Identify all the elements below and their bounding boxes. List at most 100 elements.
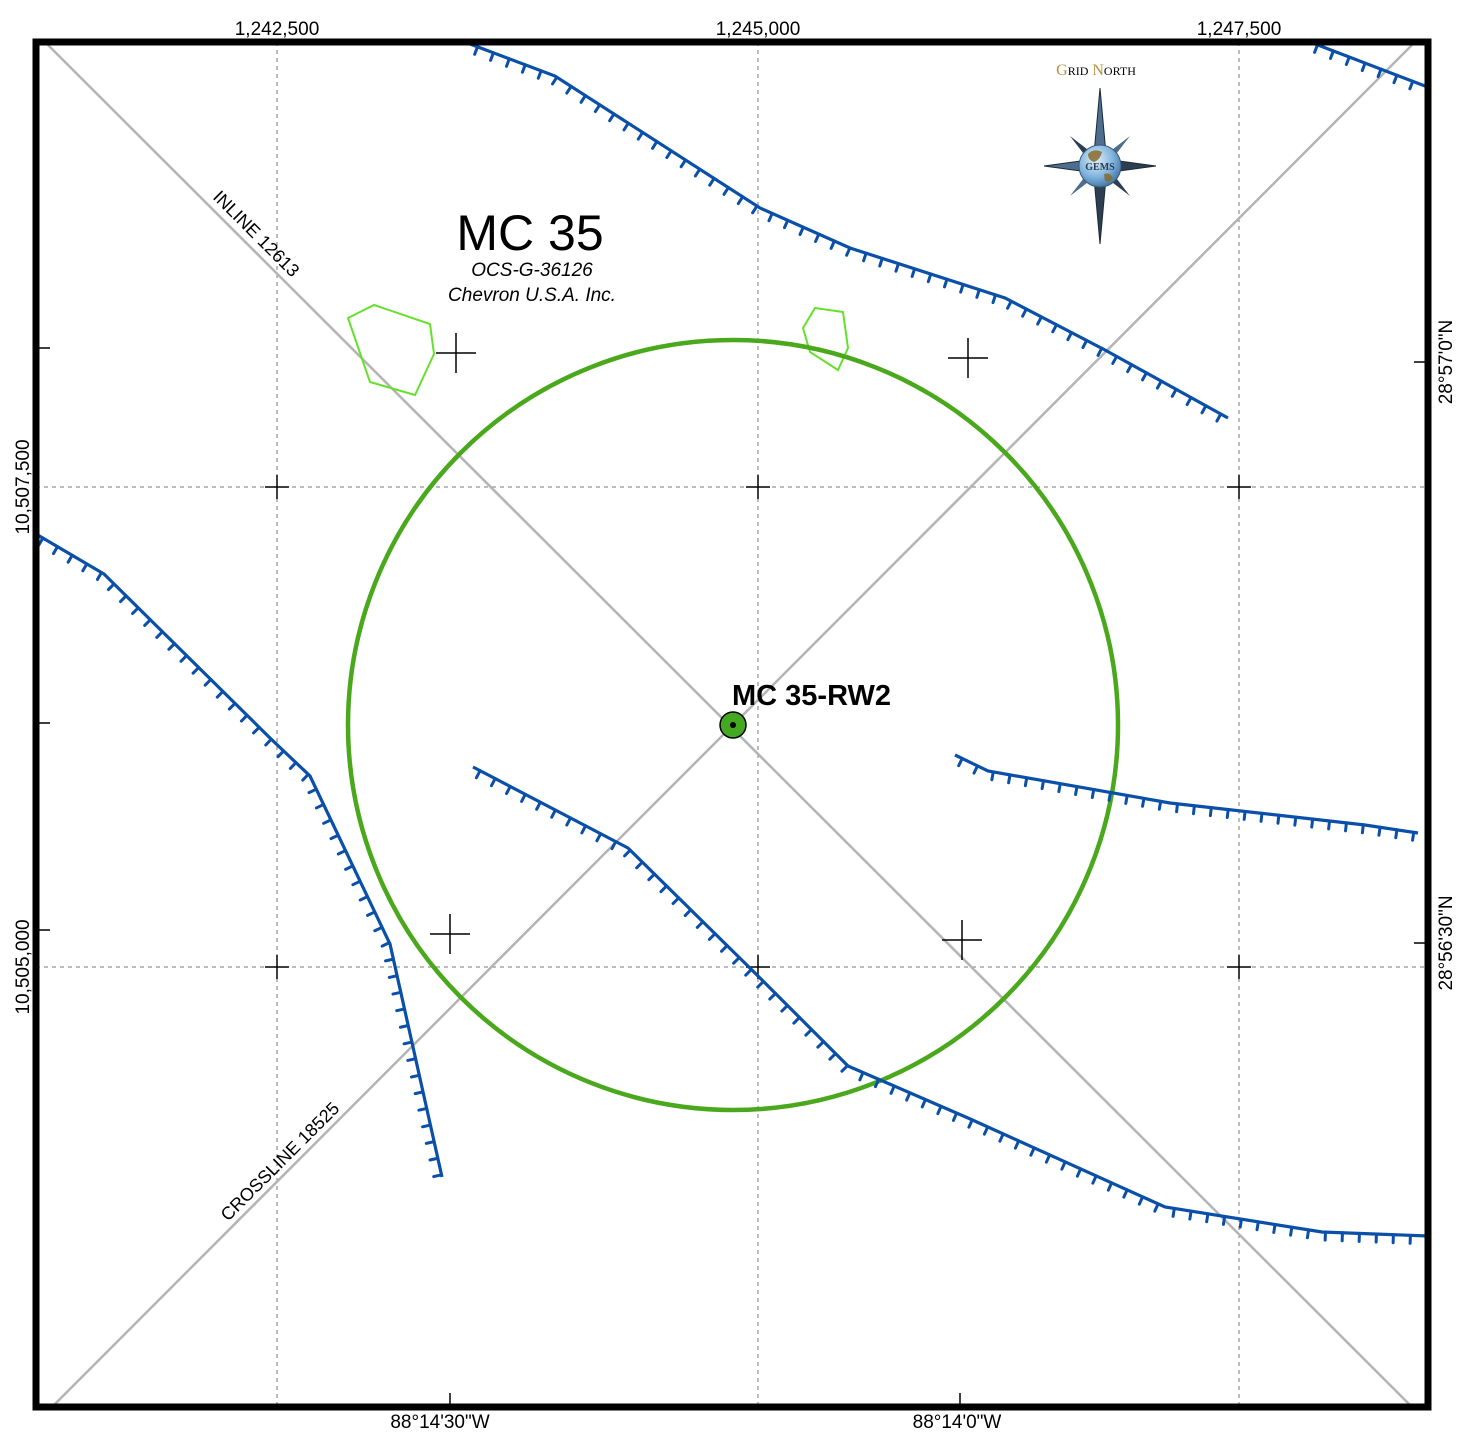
- left-label-1: 10,507,500: [13, 439, 34, 534]
- fault-hachure: [413, 1090, 425, 1096]
- fault-hachure: [432, 1173, 444, 1179]
- radius-circle: [345, 337, 1121, 1113]
- crossline-label: CROSSLINE 18525: [217, 1098, 344, 1225]
- fault-hachure: [1155, 379, 1163, 390]
- fault-hachure: [565, 816, 572, 827]
- fault-hachure: [595, 832, 603, 843]
- fault-hachure: [1111, 354, 1119, 365]
- fault-hachure: [1200, 404, 1208, 415]
- fault-hachure: [889, 1084, 896, 1095]
- fault-hachure: [1141, 796, 1146, 808]
- fault-hachure: [380, 941, 391, 948]
- fault-hachure: [975, 288, 981, 299]
- fault-hachure: [1106, 1181, 1114, 1192]
- fault-hachure: [155, 630, 164, 639]
- fault-hachure: [474, 769, 482, 780]
- fault-hachure: [1289, 1225, 1294, 1237]
- fault-hachure: [131, 606, 140, 616]
- fault-hachure: [424, 1140, 436, 1145]
- fault-hachure: [816, 1040, 826, 1049]
- fault-hachure: [679, 158, 687, 169]
- left-label-2: 10,505,000: [13, 919, 34, 1014]
- fault-hachure: [580, 824, 588, 835]
- inline-label: INLINE 12613: [209, 187, 303, 281]
- fault-hachure: [1013, 1139, 1021, 1150]
- fault-hachure: [1255, 1220, 1260, 1232]
- north-arrow-caption: GRID NORTH: [1056, 62, 1136, 79]
- fault-hachure: [329, 833, 340, 841]
- fault-hachure: [671, 896, 681, 906]
- fault-hachure: [215, 689, 225, 699]
- fault-hachure: [66, 553, 74, 564]
- fault-hachure: [767, 211, 774, 223]
- fault-hachure: [707, 932, 717, 941]
- fault-hachure: [610, 840, 618, 851]
- fault-hachure: [1272, 1223, 1277, 1234]
- fault-hachure: [391, 990, 403, 996]
- fault-hachure: [1215, 412, 1223, 423]
- fault-hachure: [972, 764, 979, 775]
- fault-hachure: [780, 1003, 789, 1013]
- fault-hachure: [1141, 371, 1148, 382]
- fault-hachure: [504, 57, 511, 68]
- fault-hachure: [1259, 811, 1264, 823]
- fault-hachure: [550, 75, 559, 86]
- fault-hachure: [167, 642, 177, 651]
- fault-hachure: [920, 1098, 927, 1109]
- fault-hachure: [505, 784, 512, 796]
- fault-hachure: [608, 112, 616, 123]
- fault-hachure: [322, 818, 333, 825]
- fault-hachure: [1394, 828, 1399, 840]
- fault-hachure: [428, 1156, 440, 1162]
- fault-hachure: [878, 256, 884, 268]
- fault-hachure: [905, 1091, 912, 1102]
- fault-hachure: [336, 849, 348, 856]
- fault-hachure: [751, 204, 759, 215]
- fault-hachure: [398, 1024, 410, 1029]
- fault-hachure: [1328, 49, 1335, 60]
- fault-hachure: [406, 1057, 418, 1062]
- fault-hachure: [708, 176, 716, 187]
- fault-hachure: [798, 225, 805, 237]
- fault-hachure: [1327, 819, 1332, 831]
- fault-hachure: [239, 713, 249, 723]
- fault-hachure: [314, 803, 326, 810]
- fault-hachure: [1242, 809, 1247, 821]
- edge-labels: 1,242,500 1,245,000 1,247,500 10,507,500…: [13, 19, 1457, 1433]
- block-title: MC 35: [456, 205, 603, 261]
- lease-number: OCS-G-36126: [471, 260, 593, 281]
- fault-hachure: [1007, 773, 1012, 785]
- fault-hachure: [1344, 821, 1348, 833]
- fault-hachure: [635, 860, 644, 870]
- fault-hachure: [307, 787, 318, 795]
- fault-hachure: [1044, 1153, 1052, 1164]
- fault-hachure: [51, 545, 60, 556]
- fault-hachure: [768, 991, 777, 1001]
- right-label-2: 28°56'30"N: [1436, 895, 1457, 990]
- fault-hachure: [1021, 307, 1028, 318]
- fault-hachure: [1411, 830, 1416, 842]
- fault-hachure: [1036, 315, 1043, 326]
- hazard-polygons: [346, 303, 850, 397]
- well-symbol-icon[interactable]: [719, 711, 747, 739]
- fault-hachure: [1090, 788, 1096, 799]
- fault-hachure: [1091, 1174, 1098, 1185]
- fault-hachure: [1122, 1188, 1129, 1199]
- fault-hachure: [647, 872, 656, 882]
- fault-hachure: [1107, 791, 1112, 802]
- fault-hachure: [756, 979, 765, 989]
- top-label-3: 1,247,500: [1197, 19, 1282, 40]
- fault-hachure: [1124, 793, 1129, 805]
- fault-hachure: [1360, 823, 1365, 835]
- fault-hachure: [998, 1132, 1005, 1143]
- fault-lines: [36, 42, 1428, 1246]
- fault-hachure: [288, 761, 298, 770]
- fault-hachure: [402, 1040, 414, 1046]
- right-label-1: 28°57'0"N: [1436, 320, 1457, 405]
- fault-hachure: [143, 618, 152, 627]
- fault-hachure: [421, 1123, 432, 1129]
- top-label-1: 1,242,500: [235, 19, 320, 40]
- fault-hachure: [804, 1028, 814, 1037]
- fault-hachure: [967, 1118, 974, 1129]
- fault-hachure: [1305, 1228, 1311, 1240]
